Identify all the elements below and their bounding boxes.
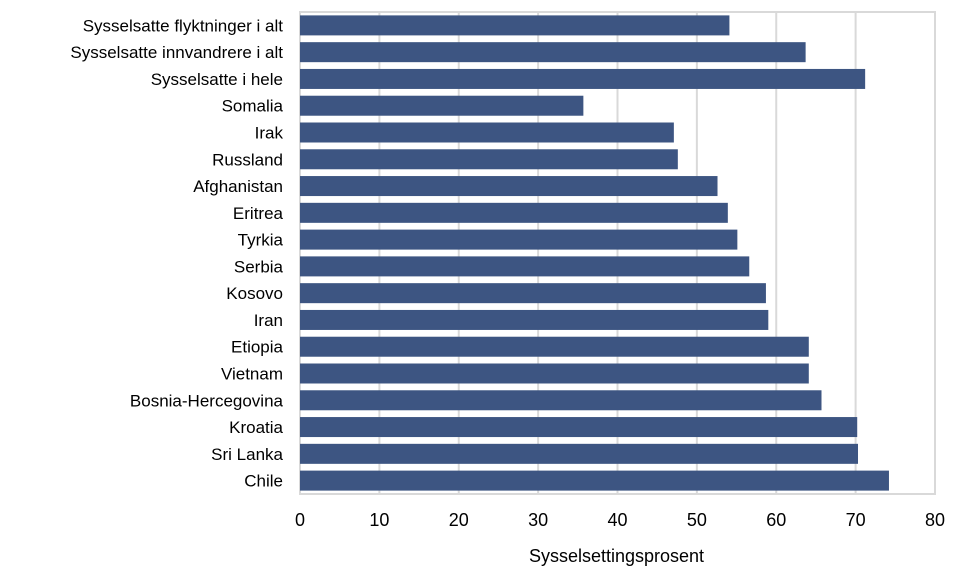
category-label: Kosovo xyxy=(226,284,283,303)
bar xyxy=(300,95,584,116)
category-label: Kroatia xyxy=(229,418,283,437)
x-tick-label: 10 xyxy=(369,510,389,530)
category-label: Serbia xyxy=(234,257,284,276)
category-label: Russland xyxy=(212,150,283,169)
category-label: Irak xyxy=(255,124,284,143)
bar xyxy=(300,202,728,223)
bar xyxy=(300,390,822,411)
x-tick-label: 30 xyxy=(528,510,548,530)
x-tick-label: 80 xyxy=(925,510,945,530)
plot-frame xyxy=(299,11,936,495)
category-label: Somalia xyxy=(222,97,284,116)
x-tick-label: 40 xyxy=(607,510,627,530)
category-label: Vietnam xyxy=(221,365,283,384)
category-label: Sysselsatte flyktninger i alt xyxy=(83,16,284,35)
bar xyxy=(300,336,809,357)
category-label: Sri Lanka xyxy=(211,445,283,464)
x-tick-label: 60 xyxy=(766,510,786,530)
bars xyxy=(300,15,889,491)
bar xyxy=(300,283,766,304)
category-label: Chile xyxy=(244,472,283,491)
category-label: Tyrkia xyxy=(238,231,284,250)
bar xyxy=(300,15,730,36)
x-tick-label: 50 xyxy=(687,510,707,530)
category-label: Sysselsatte innvandrere i alt xyxy=(70,43,283,62)
bar xyxy=(300,42,806,63)
x-tick-label: 70 xyxy=(846,510,866,530)
bar xyxy=(300,68,866,89)
bar xyxy=(300,363,809,384)
category-label: Etiopia xyxy=(231,338,284,357)
bar xyxy=(300,122,674,143)
x-tick-labels: 0 10 20 30 40 50 60 70 80 xyxy=(295,510,945,530)
bar xyxy=(300,470,889,491)
category-label: Bosnia-Hercegovina xyxy=(130,391,284,410)
category-label: Eritrea xyxy=(233,204,284,223)
x-axis-title: Sysselsettingsprosent xyxy=(529,546,704,566)
bar xyxy=(300,229,738,250)
bar xyxy=(300,309,769,330)
x-tick-label: 0 xyxy=(295,510,305,530)
bar xyxy=(300,417,858,438)
bar xyxy=(300,443,859,464)
category-labels: Sysselsatte flyktninger i alt Sysselsatte… xyxy=(70,16,283,490)
bar xyxy=(300,149,678,170)
category-label: Sysselsatte i hele xyxy=(151,70,283,89)
category-label: Afghanistan xyxy=(193,177,283,196)
x-tick-label: 20 xyxy=(449,510,469,530)
bar xyxy=(300,176,718,197)
bar xyxy=(300,256,750,277)
category-label: Iran xyxy=(254,311,283,330)
